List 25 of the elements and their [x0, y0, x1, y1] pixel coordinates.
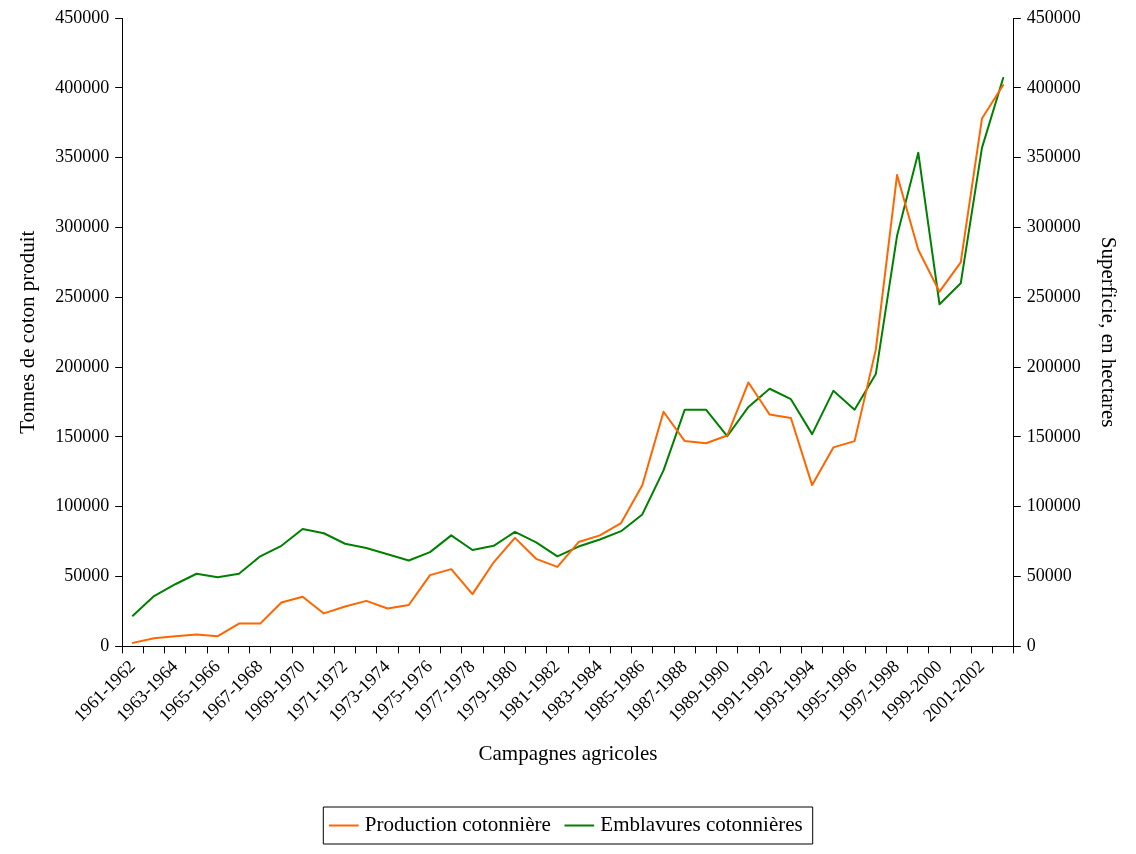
y-tick-label: 450000 [55, 6, 110, 27]
y2-tick-label: 150000 [1026, 425, 1081, 446]
y-axis-title: Tonnes de coton produit [15, 230, 40, 434]
y2-tick-label: 450000 [1026, 6, 1081, 27]
y2-tick-label: 400000 [1026, 76, 1081, 97]
legend-label: Emblavures cotonnières [600, 812, 803, 837]
y2-tick-label: 50000 [1026, 565, 1072, 586]
y-tick-label: 300000 [55, 216, 110, 237]
y-tick-label: 350000 [55, 146, 110, 167]
y-tick-label: 200000 [55, 355, 110, 376]
y2-tick-label: 300000 [1026, 216, 1081, 237]
y2-tick-label: 350000 [1026, 146, 1081, 167]
y-tick-label: 250000 [55, 286, 110, 307]
y2-tick-label: 250000 [1026, 286, 1081, 307]
y-tick-label: 50000 [64, 565, 110, 586]
y-tick-label: 150000 [55, 425, 110, 446]
y-tick-label: 100000 [55, 495, 110, 516]
y2-axis-title: Superficie, en hectares [1096, 236, 1121, 428]
x-axis-title: Campagnes agricoles [478, 740, 658, 765]
y2-tick-label: 200000 [1026, 355, 1081, 376]
legend-label: Production cotonnière [364, 812, 551, 837]
y-tick-label: 400000 [55, 76, 110, 97]
y2-tick-label: 100000 [1026, 495, 1081, 516]
y-tick-label: 0 [100, 635, 110, 656]
y2-tick-label: 0 [1026, 635, 1036, 656]
